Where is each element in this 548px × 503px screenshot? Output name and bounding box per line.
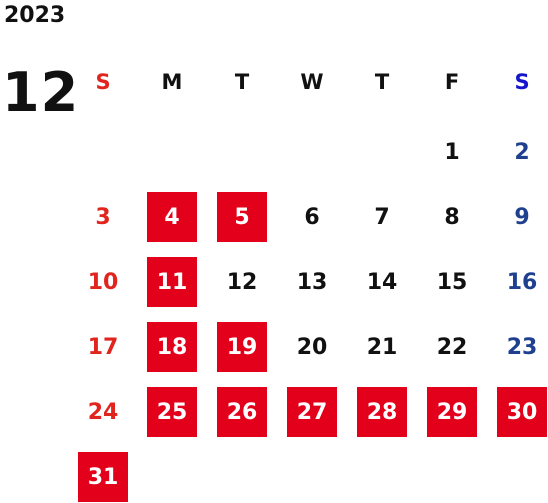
weekday-header: T xyxy=(374,70,390,94)
highlighted-day-cell: 28 xyxy=(357,387,407,437)
weekday-header: F xyxy=(444,70,460,94)
weekday-header: T xyxy=(234,70,250,94)
highlighted-day-cell: 4 xyxy=(147,192,197,242)
highlighted-day-cell: 30 xyxy=(497,387,547,437)
day-cell: 24 xyxy=(87,399,119,425)
highlighted-day-cell: 27 xyxy=(287,387,337,437)
day-cell: 9 xyxy=(514,204,530,230)
day-cell: 23 xyxy=(506,334,538,360)
day-cell: 20 xyxy=(296,334,328,360)
day-cell: 6 xyxy=(304,204,320,230)
day-cell: 16 xyxy=(506,269,538,295)
day-cell: 10 xyxy=(87,269,119,295)
highlighted-day-cell: 5 xyxy=(217,192,267,242)
weekday-header: S xyxy=(514,70,530,94)
day-cell: 8 xyxy=(444,204,460,230)
highlighted-day-cell: 31 xyxy=(78,452,128,502)
highlighted-day-cell: 25 xyxy=(147,387,197,437)
weekday-header: W xyxy=(300,70,324,94)
year-label: 2023 xyxy=(4,3,66,28)
day-cell: 2 xyxy=(514,139,530,165)
day-cell: 3 xyxy=(95,204,111,230)
day-cell: 7 xyxy=(374,204,390,230)
weekday-header: S xyxy=(95,70,111,94)
day-cell: 22 xyxy=(436,334,468,360)
highlighted-day-cell: 26 xyxy=(217,387,267,437)
day-cell: 21 xyxy=(366,334,398,360)
highlighted-day-cell: 19 xyxy=(217,322,267,372)
weekday-header: M xyxy=(161,70,183,94)
day-cell: 13 xyxy=(296,269,328,295)
highlighted-day-cell: 11 xyxy=(147,257,197,307)
day-cell: 1 xyxy=(444,139,460,165)
day-cell: 14 xyxy=(366,269,398,295)
day-cell: 15 xyxy=(436,269,468,295)
highlighted-day-cell: 29 xyxy=(427,387,477,437)
day-cell: 12 xyxy=(226,269,258,295)
month-label: 12 xyxy=(2,61,80,124)
highlighted-day-cell: 18 xyxy=(147,322,197,372)
day-cell: 17 xyxy=(87,334,119,360)
